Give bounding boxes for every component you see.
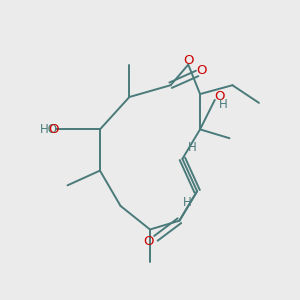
Text: H: H xyxy=(188,141,197,154)
Text: HO: HO xyxy=(39,123,57,136)
Text: O: O xyxy=(183,54,194,67)
Text: O: O xyxy=(214,91,224,103)
Text: H: H xyxy=(182,196,191,209)
Text: H: H xyxy=(219,98,227,111)
Text: O: O xyxy=(49,123,59,136)
Text: O: O xyxy=(143,235,154,248)
Text: O: O xyxy=(196,64,207,77)
